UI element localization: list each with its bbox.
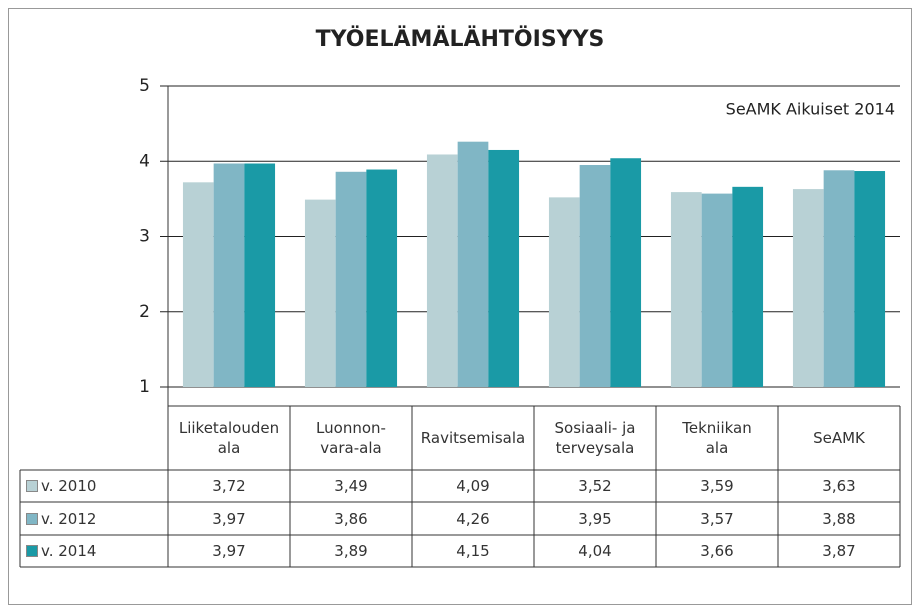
legend-entry: v. 2010 [20, 470, 168, 502]
value-cell: 3,52 [578, 477, 612, 495]
bar [548, 197, 580, 387]
bar [335, 171, 367, 387]
y-tick-label: 2 [139, 302, 150, 322]
bar [854, 171, 886, 387]
x-tick-label: Tekniikan ala [682, 419, 752, 457]
value-cell: 3,57 [700, 509, 734, 528]
value-cell: 4,04 [578, 542, 612, 560]
legend-swatch [26, 480, 38, 492]
bar [457, 141, 489, 387]
bar [488, 149, 520, 387]
bar [213, 163, 245, 387]
bar [579, 165, 611, 387]
value-cell: 4,15 [456, 542, 490, 560]
value-cell: 3,66 [700, 542, 734, 560]
x-tick-label: SeAMK [813, 429, 865, 447]
bar [366, 169, 398, 387]
legend-swatch [26, 512, 38, 525]
bar [244, 163, 276, 387]
value-cell: 3,88 [822, 509, 856, 528]
value-cell: 3,89 [334, 542, 368, 560]
x-tick-label: Luonnon- vara-ala [316, 419, 386, 457]
y-tick-label: 1 [139, 377, 150, 397]
legend-label: v. 2010 [41, 477, 97, 495]
y-tick-label: 3 [139, 227, 150, 247]
bar [304, 199, 336, 387]
x-tick-label: Ravitsemisala [420, 429, 526, 447]
bar [701, 193, 733, 387]
bar [792, 189, 824, 387]
bar [823, 170, 855, 387]
bar [732, 186, 764, 387]
annotation: SeAMK Aikuiset 2014 [726, 100, 895, 119]
value-cell: 3,72 [212, 477, 246, 495]
value-cell: 3,95 [578, 509, 612, 528]
frame [8, 8, 912, 605]
value-cell: 3,97 [212, 509, 246, 528]
value-cell: 3,63 [822, 477, 856, 495]
bar [670, 192, 702, 387]
legend-label: v. 2014 [41, 542, 97, 560]
value-cell: 3,59 [700, 477, 734, 495]
value-cell: 3,86 [334, 509, 368, 528]
legend-entry: v. 2014 [20, 535, 168, 567]
value-cell: 4,26 [456, 509, 490, 528]
value-cell: 3,49 [334, 477, 368, 495]
y-tick-label: 4 [139, 151, 150, 171]
bar [610, 158, 642, 387]
bar [182, 182, 214, 387]
value-cell: 3,87 [822, 542, 856, 560]
legend-entry: v. 2012 [20, 502, 168, 535]
legend-swatch [26, 545, 38, 557]
legend-label: v. 2012 [41, 509, 97, 528]
value-cell: 3,97 [212, 542, 246, 560]
chart-title: TYÖELÄMÄLÄHTÖISYYS [316, 26, 605, 52]
value-cell: 4,09 [456, 477, 490, 495]
x-tick-label: Liiketalouden ala [178, 419, 280, 457]
bar [426, 154, 458, 387]
x-tick-label: Sosiaali- ja terveysala [554, 419, 636, 457]
y-tick-label: 5 [139, 76, 150, 96]
